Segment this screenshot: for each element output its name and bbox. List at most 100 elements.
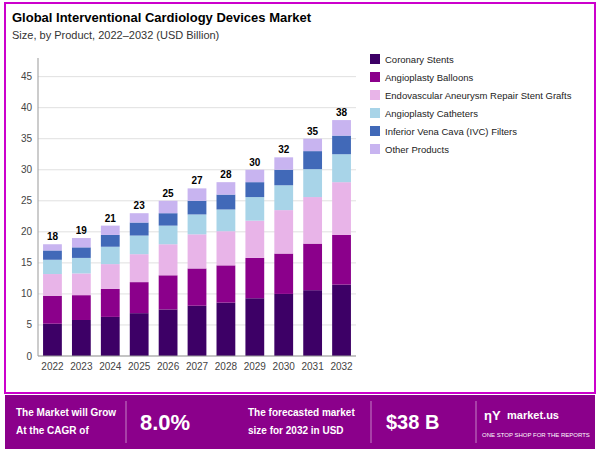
- legend: Coronary StentsAngioplasty BalloonsEndov…: [370, 54, 572, 155]
- chart-title: Global Interventional Cardiology Devices…: [12, 10, 312, 25]
- bar-segment: [101, 289, 120, 317]
- bar-segment: [101, 226, 120, 235]
- legend-label: Inferior Vena Cava (IVC) Filters: [385, 126, 517, 137]
- bar-segment: [188, 188, 207, 200]
- x-tick-label: 2027: [186, 361, 209, 372]
- footer-annotation: 8.0%: [140, 410, 190, 435]
- bar-segment: [188, 214, 207, 234]
- bar-segment: [159, 309, 178, 356]
- bar-segment: [188, 306, 207, 356]
- footer-annotation: market.us: [507, 409, 559, 421]
- bar-segment: [245, 258, 264, 298]
- y-axis-line: [38, 58, 39, 356]
- bar-segment: [72, 320, 91, 356]
- x-tick-label: 2024: [99, 361, 122, 372]
- bar-segment: [303, 197, 322, 244]
- bar-segment: [130, 236, 149, 255]
- x-tick-label: 2026: [157, 361, 180, 372]
- chart-subtitle: Size, by Product, 2022–2032 (USD Billion…: [12, 29, 219, 41]
- total-label: 18: [47, 231, 59, 242]
- y-tick-label: 10: [21, 288, 33, 299]
- y-tick-label: 40: [21, 102, 33, 113]
- y-tick-label: 30: [21, 164, 33, 175]
- legend-swatch: [370, 144, 380, 154]
- bar-segment: [43, 274, 62, 296]
- bar-segment: [101, 235, 120, 247]
- bar-segment: [188, 234, 207, 268]
- bar-segment: [159, 201, 178, 213]
- bar-segment: [159, 275, 178, 309]
- legend-swatch: [370, 72, 380, 82]
- bar-segment: [130, 254, 149, 282]
- grid-line: [38, 76, 356, 77]
- bar-segment: [101, 264, 120, 289]
- total-label: 27: [191, 175, 203, 186]
- bar-segment: [43, 296, 62, 324]
- bar-segment: [130, 223, 149, 236]
- bar-segment: [217, 265, 236, 302]
- bar-segment: [72, 247, 91, 258]
- bar-segment: [217, 195, 236, 210]
- bar-segment: [332, 182, 351, 235]
- bar-segment: [43, 324, 62, 356]
- y-tick-label: 20: [21, 226, 33, 237]
- bar-segment: [159, 213, 178, 225]
- bar-segment: [217, 303, 236, 356]
- total-label: 19: [76, 225, 88, 236]
- bar-segment: [303, 290, 322, 356]
- legend-swatch: [370, 126, 380, 136]
- total-label: 38: [336, 107, 348, 118]
- legend-label: Endovascular Aneurysm Repair Stent Graft…: [385, 90, 572, 101]
- bar-segment: [274, 254, 293, 294]
- footer-annotation: At the CAGR of: [16, 425, 89, 436]
- x-tick-label: 2023: [70, 361, 93, 372]
- total-label: 30: [249, 157, 261, 168]
- y-grid: [38, 77, 356, 356]
- footer-divider: [126, 401, 127, 443]
- bar-segment: [245, 170, 264, 182]
- y-tick-label: 15: [21, 257, 33, 268]
- footer-annotation: ONE STOP SHOP FOR THE REPORTS: [482, 432, 590, 438]
- grid-line: [38, 356, 356, 357]
- bar-segment: [245, 298, 264, 356]
- legend-swatch: [370, 54, 380, 64]
- bar-segment: [274, 157, 293, 169]
- bar-segment: [188, 201, 207, 215]
- bar-segment: [332, 136, 351, 155]
- y-tick-label: 0: [26, 351, 32, 362]
- legend-swatch: [370, 108, 380, 118]
- bar-segment: [43, 244, 62, 250]
- bar-segment: [101, 247, 120, 264]
- total-label: 28: [220, 169, 232, 180]
- legend-label: Angioplasty Catheters: [385, 108, 478, 119]
- footer-annotation: $38 B: [386, 411, 439, 433]
- bar-segment: [72, 238, 91, 247]
- y-tick-label: 25: [21, 195, 33, 206]
- chart-root: Global Interventional Cardiology Devices…: [0, 0, 600, 451]
- x-tick-label: 2028: [215, 361, 238, 372]
- x-axis-line: [38, 356, 356, 357]
- bar-segment: [332, 235, 351, 285]
- bar-segment: [217, 209, 236, 231]
- y-tick-label: 35: [21, 133, 33, 144]
- bar-segment: [245, 197, 264, 221]
- bar-segment: [274, 210, 293, 253]
- x-tick-label: 2025: [128, 361, 151, 372]
- bar-segment: [274, 185, 293, 210]
- bar-segment: [332, 154, 351, 182]
- footer-divider: [371, 401, 372, 443]
- bar-segment: [303, 139, 322, 151]
- bar-segment: [159, 244, 178, 275]
- bar-segment: [130, 313, 149, 356]
- footer-background: [5, 395, 595, 449]
- grid-line: [38, 107, 356, 108]
- footer-divider: [476, 401, 477, 443]
- footer-annotation: size for 2032 in USD: [248, 425, 344, 436]
- total-label: 23: [134, 200, 146, 211]
- y-tick-label: 5: [26, 319, 32, 330]
- bar-segment: [130, 213, 149, 222]
- bars: [43, 120, 351, 356]
- bar-segment: [332, 285, 351, 356]
- bar-segment: [245, 182, 264, 197]
- bar-segment: [332, 120, 351, 136]
